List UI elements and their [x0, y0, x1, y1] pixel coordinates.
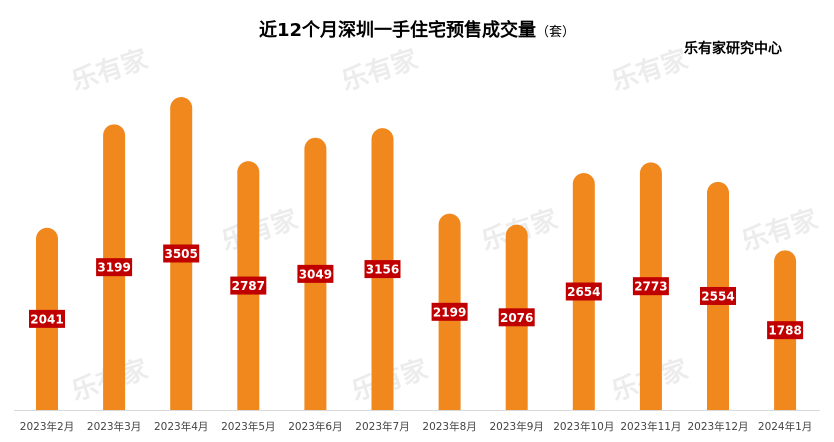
- data-label-box: [498, 308, 535, 327]
- x-tick-label: 2023年8月: [422, 420, 476, 433]
- x-tick-label: 2023年5月: [221, 420, 275, 433]
- x-tick-label: 2023年2月: [20, 420, 74, 433]
- data-label: 2773: [634, 280, 667, 294]
- data-label: 2076: [500, 311, 533, 325]
- data-label-box: [29, 309, 65, 328]
- data-label-box: [767, 321, 804, 340]
- data-label: 3505: [164, 247, 197, 261]
- data-label-box: [700, 286, 736, 305]
- x-tick-label: 2023年3月: [87, 420, 141, 433]
- data-label: 2554: [701, 289, 734, 303]
- data-label-box: [297, 264, 334, 283]
- x-tick-label: 2023年12月: [687, 420, 748, 433]
- x-tick-label: 2023年4月: [154, 420, 208, 433]
- data-label-box: [431, 302, 468, 321]
- chart-title: 近12个月深圳一手住宅预售成交量（套）: [0, 16, 834, 42]
- chart-source: 乐有家研究中心: [684, 41, 782, 57]
- data-label: 2199: [433, 305, 466, 319]
- data-label: 1788: [768, 324, 801, 338]
- data-label-box: [364, 260, 401, 279]
- title-text: 近12个月深圳一手住宅预售成交量: [258, 20, 537, 41]
- data-label: 3199: [97, 261, 130, 275]
- data-label-box: [565, 282, 602, 301]
- x-tick-label: 2023年7月: [355, 420, 409, 433]
- data-label: 3156: [366, 263, 399, 277]
- data-label-box: [163, 244, 200, 263]
- x-tick-label: 2023年6月: [288, 420, 342, 433]
- data-label-box: [632, 277, 669, 296]
- data-label-box: [230, 276, 267, 295]
- x-tick-label: 2023年10月: [553, 420, 614, 433]
- data-label-box: [96, 258, 133, 277]
- data-label: 2787: [232, 279, 265, 293]
- data-label: 2654: [567, 285, 600, 299]
- data-label: 3049: [299, 267, 332, 281]
- data-label: 2041: [30, 312, 63, 326]
- title-unit: （套）: [536, 25, 576, 40]
- x-tick-label: 2023年9月: [489, 420, 543, 433]
- x-tick-label: 2023年11月: [620, 420, 681, 433]
- x-tick-label: 2024年1月: [758, 420, 812, 433]
